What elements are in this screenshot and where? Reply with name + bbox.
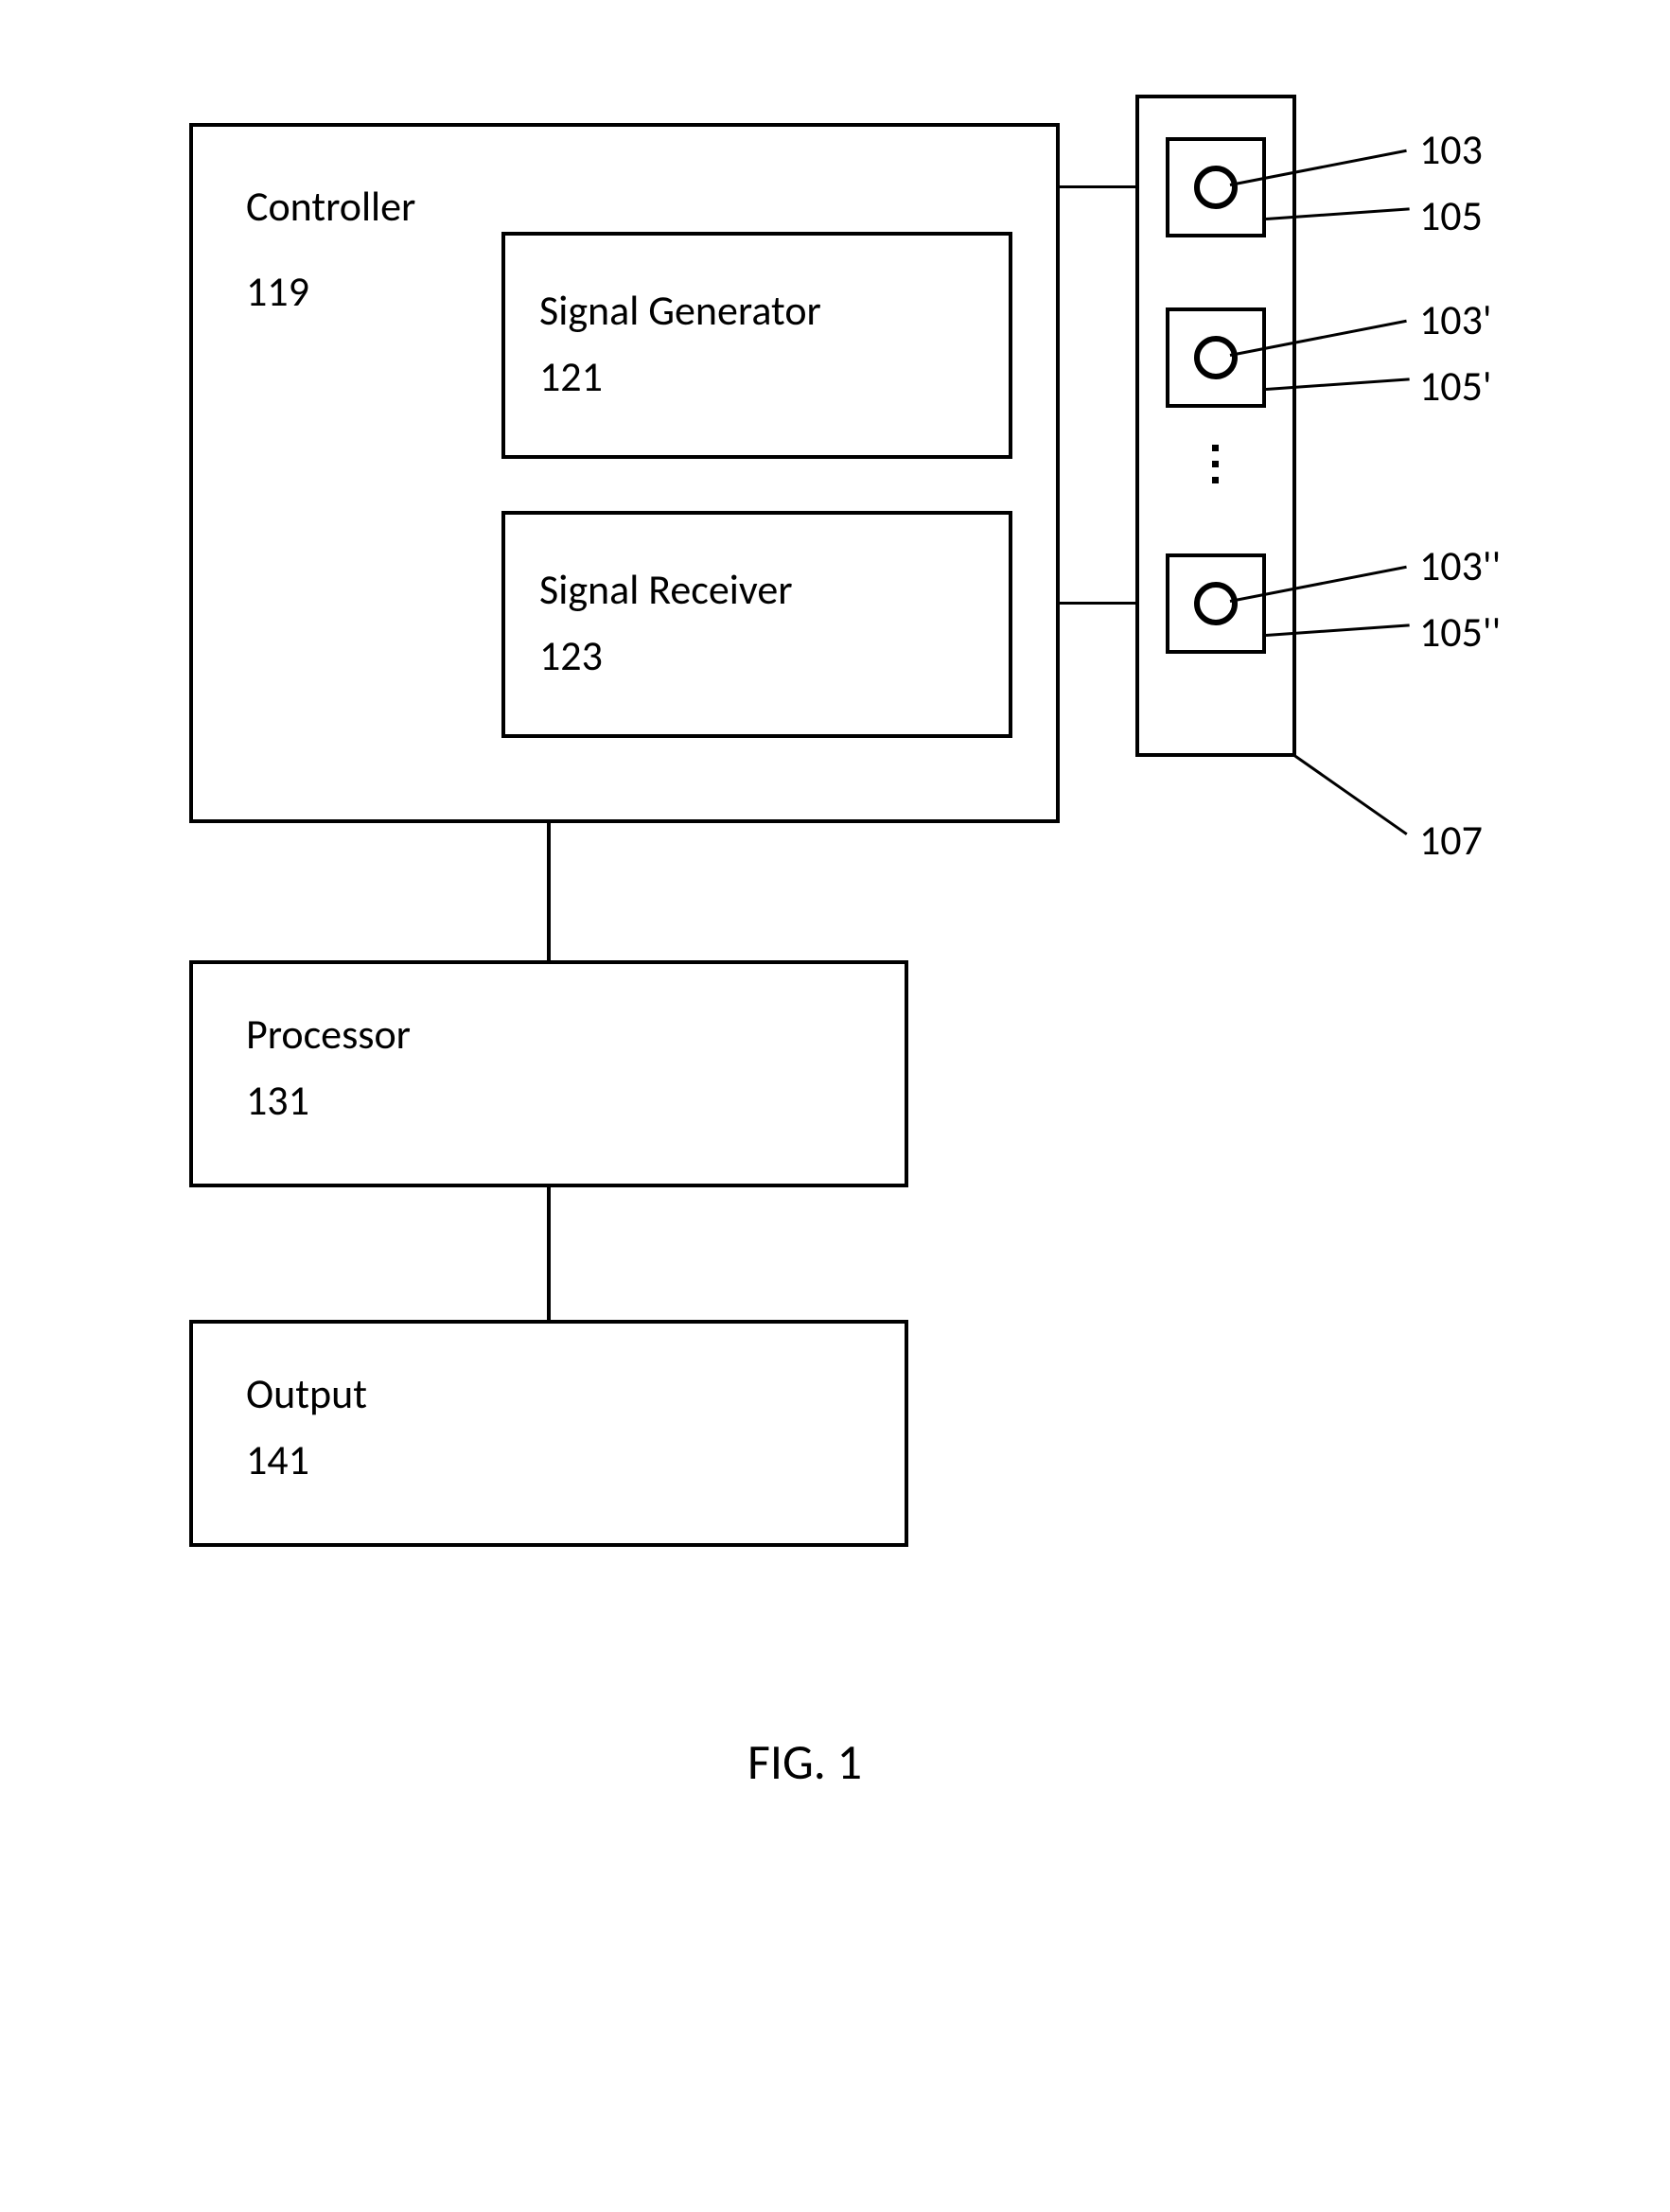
processor-title: Processor — [246, 1008, 411, 1062]
signal-generator-ref: 121 — [539, 350, 603, 404]
output-title: Output — [246, 1367, 367, 1421]
transducer-ring-3 — [1194, 582, 1238, 625]
ref-box-2: 105' — [1419, 360, 1492, 413]
ellipsis-dots — [1212, 445, 1220, 493]
ref-box-3: 105'' — [1419, 606, 1501, 659]
connector-controller-housing-top — [1060, 185, 1135, 188]
controller-ref: 119 — [246, 265, 309, 319]
controller-title: Controller — [246, 180, 415, 234]
signal-generator-box — [501, 232, 1012, 459]
ref-ring-2: 103' — [1419, 293, 1492, 347]
signal-generator-title: Signal Generator — [539, 284, 821, 338]
signal-receiver-ref: 123 — [539, 629, 603, 683]
transducer-ring-1 — [1194, 166, 1238, 209]
ref-ring-3: 103'' — [1419, 539, 1501, 593]
connector-processor-output — [547, 1187, 551, 1320]
figure-caption: FIG. 1 — [747, 1731, 862, 1792]
signal-receiver-title: Signal Receiver — [539, 563, 793, 617]
output-ref: 141 — [246, 1433, 309, 1487]
signal-receiver-box — [501, 511, 1012, 738]
ref-ring-1: 103 — [1419, 123, 1483, 177]
ref-box-1: 105 — [1419, 189, 1483, 243]
leader-housing — [1293, 754, 1407, 835]
ref-housing: 107 — [1419, 814, 1483, 868]
figure-page: Controller 119 Signal Generator 121 Sign… — [0, 0, 1670, 2212]
transducer-ring-2 — [1194, 336, 1238, 379]
connector-controller-processor — [547, 823, 551, 960]
processor-ref: 131 — [246, 1074, 309, 1128]
connector-controller-housing-bottom — [1060, 602, 1135, 605]
